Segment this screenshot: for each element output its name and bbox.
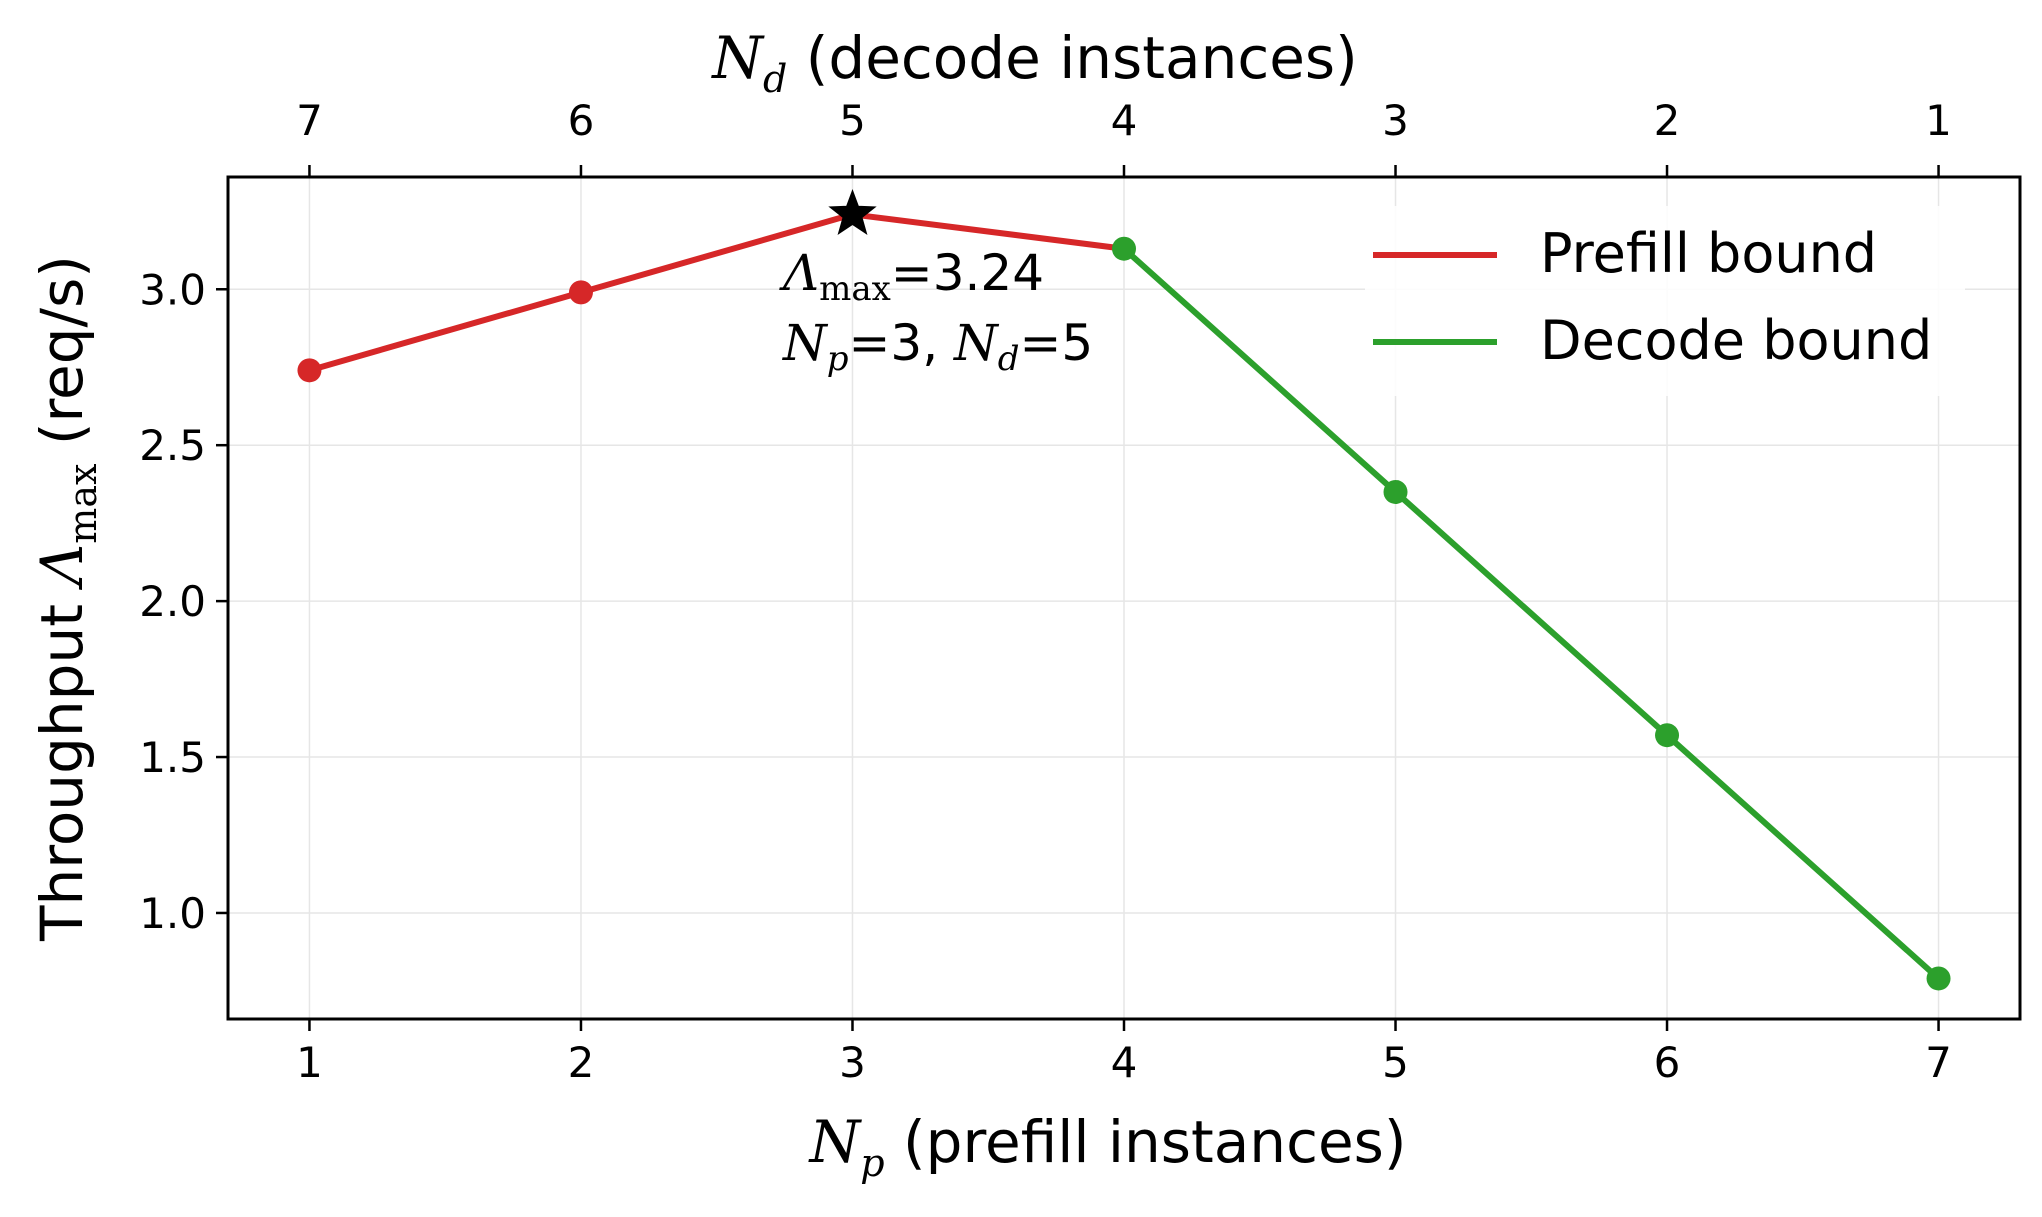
top-tick-label: 1 [1925,96,1952,145]
annotation-nd-subscript: d [998,339,1020,379]
y-axis-title-subscript: max [61,464,105,544]
data-point-decode [1112,236,1136,261]
y-axis-title: Throughput Λmax (req/s) [28,255,105,942]
x-tick-label: 7 [1925,1038,1952,1087]
data-point-decode [1383,479,1408,504]
data-point-prefill [297,358,322,383]
x-tick-label: 1 [296,1038,323,1087]
annotation-nd-value: =5 [1020,314,1094,372]
top-tick-label: 7 [296,96,323,145]
series-line-prefill [306,211,1127,374]
series-line-decode [1121,245,1942,982]
top-axis-title-subscript: d [763,57,787,101]
annotation-nd-symbol: N [953,314,1000,372]
top-tick-label: 6 [568,96,595,145]
legend: Prefill bound Decode bound [1365,206,1965,396]
legend-label-prefill: Prefill bound [1540,222,1877,285]
annotation-np-symbol: N [782,314,829,372]
annotation-line-1: Λmax=3.24 [779,244,1044,309]
annotation-lambda-symbol: Λ [779,244,819,302]
annotation-lambda-subscript: max [819,269,891,309]
legend-label-decode: Decode bound [1540,309,1932,372]
data-point-decode [1655,723,1680,748]
y-tick-label: 3.0 [139,265,206,314]
y-axis-title-symbol: Λ [28,544,96,591]
x-tick-label: 2 [568,1038,595,1087]
y-tick-label: 1.5 [139,733,206,782]
top-axis-title: Nd (decode instances) [710,24,1358,101]
x-tick-label: 3 [839,1038,866,1087]
annotation-np-subscript: p [827,339,849,379]
y-axis-title-unit: (req/s) [28,255,96,464]
legend-box [1365,206,1965,396]
top-tick-label: 5 [839,96,866,145]
data-point-decode [1926,966,1951,991]
y-tick-label: 1.0 [139,889,206,938]
y-axis-title-text: Throughput [28,586,96,942]
y-tick-label: 2.0 [139,577,206,626]
x-axis-title-text: (prefill instances) [885,1108,1407,1176]
plot-series [297,188,1951,991]
top-axis-title-symbol: N [710,24,765,92]
plot-frame [226,175,2022,1021]
x-tick-label: 4 [1111,1038,1138,1087]
y-tick-label: 2.5 [139,421,206,470]
annotation-line-2: Np=3, Nd=5 [782,314,1093,379]
top-axis-title-text: (decode instances) [787,24,1357,92]
x-axis-title-symbol: N [808,1108,863,1176]
x-axis-title-subscript: p [860,1141,884,1185]
x-axis-title: Np (prefill instances) [808,1108,1407,1185]
x-tick-label: 6 [1654,1038,1681,1087]
data-point-prefill [568,280,593,305]
top-tick-label: 4 [1111,96,1138,145]
annotation-lambda-value: =3.24 [891,244,1044,302]
x-tick-label: 5 [1382,1038,1409,1087]
annotation-np-value: =3, [849,314,955,372]
optimum-star-marker [828,188,877,235]
top-tick-label: 3 [1382,96,1409,145]
axis-ticks: 1 7 2 6 3 5 4 4 5 3 6 2 7 1 1.0 1.5 2.0 2.5 3.0 [139,96,1952,1087]
optimum-annotation: Λmax=3.24 Np=3, Nd=5 [779,244,1093,379]
top-tick-label: 2 [1654,96,1681,145]
